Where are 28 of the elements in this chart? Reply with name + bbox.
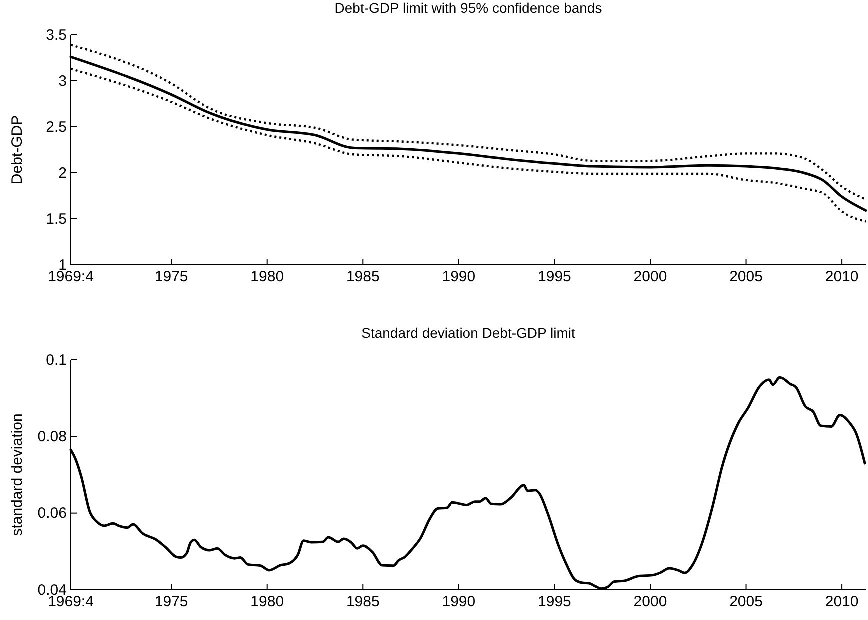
y-axis-title: standard deviation [9,414,26,536]
x-tick-label: 1980 [250,268,284,286]
x-tick-label: 1985 [346,268,380,286]
x-tick-label: 1995 [538,594,572,611]
x-tick-label: 2005 [730,268,763,286]
x-tick-label: 2000 [634,268,668,286]
x-tick-label: 1985 [346,594,380,611]
y-tick-label: 2 [58,164,67,182]
y-tick-label: 0.06 [38,505,67,522]
x-tick-label: 1980 [250,594,284,611]
x-tick-label: 1975 [154,268,188,286]
y-axis-title: Debt-GDP [9,115,26,185]
x-tick-label: 1975 [154,594,188,611]
y-tick-label: 3 [58,72,67,90]
x-tick-label: 2005 [730,594,763,611]
x-tick-label: 2010 [825,268,859,286]
x-tick-label: 1990 [442,268,476,286]
y-tick-label: 2.5 [46,118,67,136]
chart-title: Debt-GDP limit with 95% confidence bands [334,0,602,16]
y-tick-label: 0.08 [38,428,67,446]
x-tick-label: 1995 [538,268,572,286]
y-tick-label: 0.1 [46,352,67,369]
x-tick-label: 2010 [825,594,859,611]
chart-title: Standard deviation Debt-GDP limit [362,325,576,341]
x-tick-label: 1990 [442,594,476,611]
y-tick-label: 3.5 [46,26,67,44]
x-tick-label: 2000 [634,594,668,611]
y-tick-label: 1.5 [46,210,67,228]
